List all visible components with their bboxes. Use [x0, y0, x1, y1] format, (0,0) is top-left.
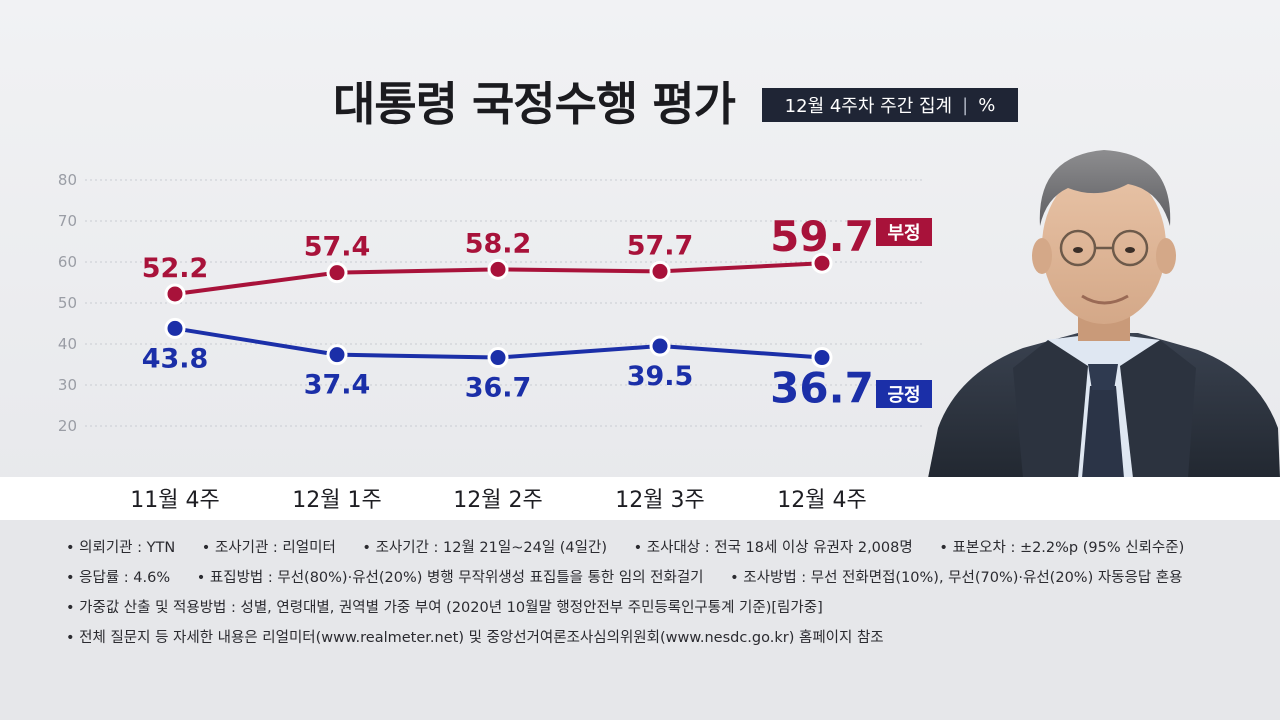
data-label: 36.7 [465, 373, 532, 404]
legend-label: 부정 [887, 223, 920, 244]
data-label: 37.4 [304, 370, 371, 401]
chart-title: 대통령 국정수행 평가 [333, 77, 736, 131]
notes-row-4: • 전체 질문지 등 자세한 내용은 리얼미터(www.realmeter.ne… [66, 630, 884, 646]
subtitle-badge: 12월 4주차 주간 집계 | % [762, 88, 1018, 122]
data-label: 58.2 [465, 228, 532, 259]
data-label: 52.2 [142, 253, 209, 284]
notes-panel: • 의뢰기관 : YTN • 조사기관 : 리얼미터 • 조사기간 : 12월 … [0, 520, 1280, 720]
legend-label: 긍정 [887, 385, 920, 406]
data-point [811, 347, 833, 369]
data-point [487, 258, 509, 280]
note-target: • 조사대상 : 전국 18세 이상 유권자 2,008명 [633, 540, 913, 556]
note-error: • 표본오차 : ±2.2%p (95% 신뢰수준) [939, 540, 1185, 556]
data-label: 43.8 [142, 343, 209, 374]
y-tick-label: 60 [58, 253, 77, 271]
x-axis: 11월 4주 12월 1주 12월 2주 12월 3주 12월 4주 [130, 488, 866, 513]
x-tick-label: 12월 4주 [777, 488, 866, 513]
note-response-rate: • 응답률 : 4.6% [66, 570, 171, 586]
x-axis-band [0, 477, 1280, 520]
data-label: 39.5 [627, 361, 694, 392]
data-point [649, 260, 671, 282]
note-client: • 의뢰기관 : YTN [66, 540, 176, 556]
x-tick-label: 11월 4주 [130, 488, 219, 513]
legend-tag [876, 218, 932, 246]
data-point [326, 262, 348, 284]
subtitle-unit: % [978, 94, 996, 116]
data-point [811, 252, 833, 274]
x-tick-label: 12월 3주 [615, 488, 704, 513]
note-method: • 조사방법 : 무선 전화면접(10%), 무선(70%)·유선(20%) 자… [730, 570, 1183, 586]
subtitle-period: 12월 4주차 주간 집계 [784, 96, 953, 117]
subtitle-separator: | [962, 94, 969, 116]
note-agency: • 조사기관 : 리얼미터 [201, 540, 336, 556]
y-tick-label: 80 [58, 171, 77, 189]
notes-row-1: • 의뢰기관 : YTN • 조사기관 : 리얼미터 • 조사기간 : 12월 … [66, 536, 1206, 557]
line-chart: 80 70 60 50 40 30 20 52.2 57.4 58.2 57.7 59.7 부정 43.… [58, 171, 932, 435]
note-sampling: • 표집방법 : 무선(80%)·유선(20%) 병행 무작위생성 표집틀을 통… [196, 570, 704, 586]
data-point [164, 317, 186, 339]
data-point [164, 283, 186, 305]
x-tick-label: 12월 1주 [292, 488, 381, 513]
portrait-image [928, 150, 1280, 478]
data-point [487, 347, 509, 369]
notes-row-2: • 응답률 : 4.6% • 표집방법 : 무선(80%)·유선(20%) 병행… [66, 566, 1205, 587]
data-label: 57.7 [627, 230, 694, 261]
legend-tag [876, 380, 932, 408]
data-label: 57.4 [304, 232, 371, 263]
note-period: • 조사기간 : 12월 21일~24일 (4일간) [362, 540, 607, 556]
data-label: 59.7 [770, 212, 874, 261]
y-tick-label: 70 [58, 212, 77, 230]
y-tick-label: 30 [58, 376, 77, 394]
data-point [326, 344, 348, 366]
y-tick-label: 40 [58, 335, 77, 353]
x-tick-label: 12월 2주 [453, 488, 542, 513]
notes-row-3: • 가중값 산출 및 적용방법 : 성별, 연령대별, 권역별 가중 부여 (2… [66, 600, 823, 616]
data-point [649, 335, 671, 357]
y-tick-label: 20 [58, 417, 77, 435]
y-tick-label: 50 [58, 294, 77, 312]
data-label: 36.7 [770, 364, 874, 413]
